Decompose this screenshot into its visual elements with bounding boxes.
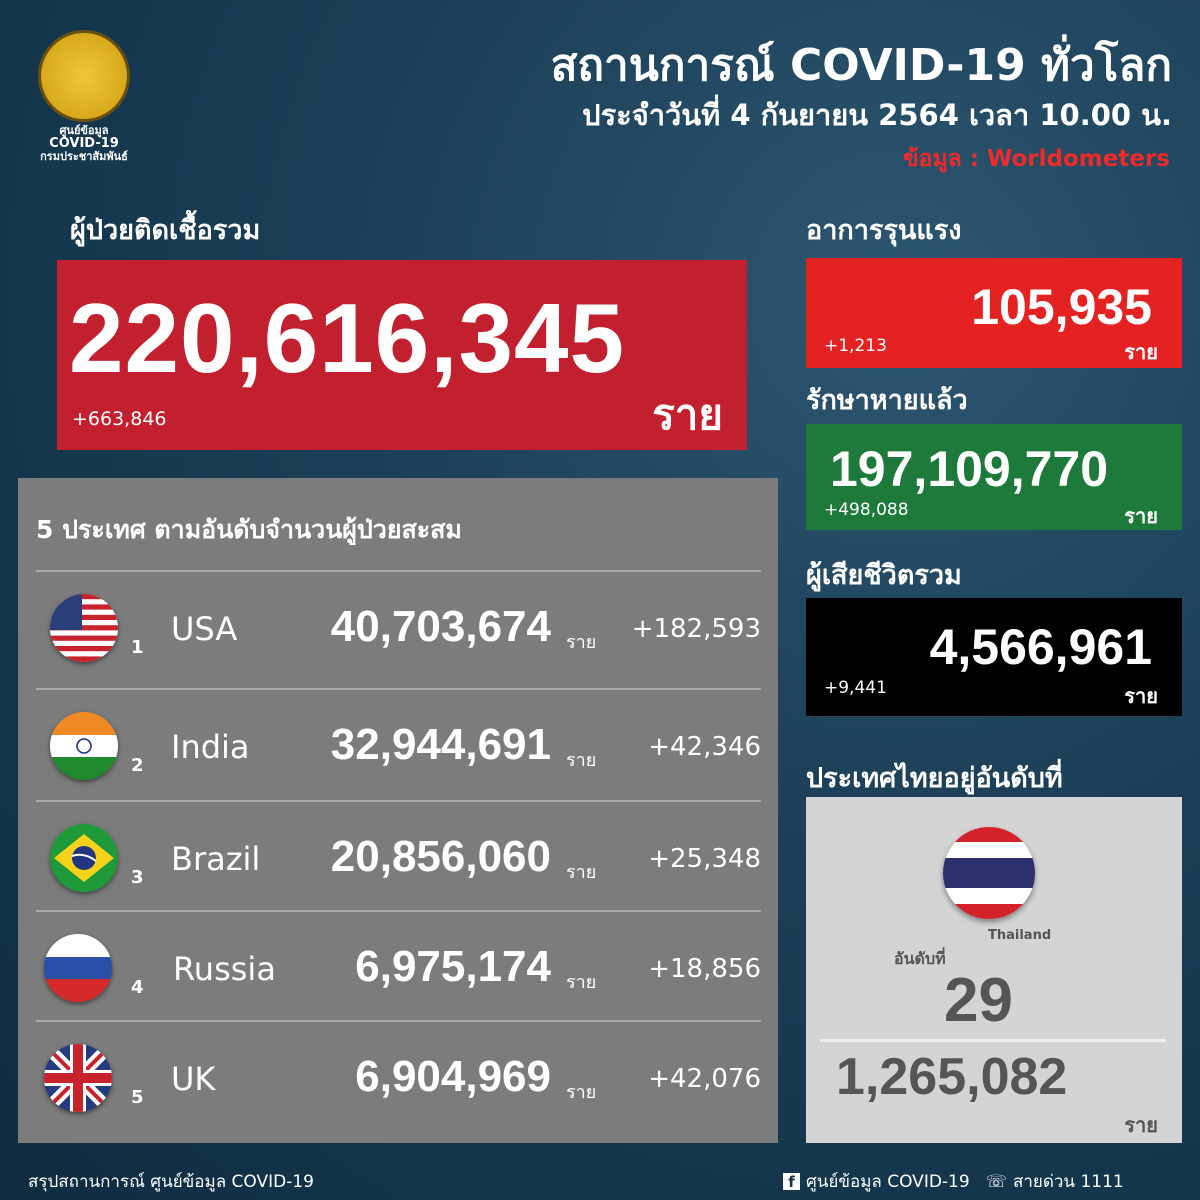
facebook-icon: f xyxy=(783,1173,800,1191)
total-label: ผู้ป่วยติดเชื้อรวม xyxy=(70,215,261,246)
data-source: ข้อมูล : Worldometers xyxy=(902,146,1170,172)
severe-label: อาการรุนแรง xyxy=(806,215,962,246)
logo-line2: COVID-19 xyxy=(49,136,119,151)
footer-contacts: f ศูนย์ข้อมูล COVID-19 ☏ สายด่วน 1111 xyxy=(783,1168,1124,1195)
recovered-unit: ราย xyxy=(1124,504,1158,528)
unit: ราย xyxy=(566,750,597,771)
deaths-label: ผู้เสียชีวิตรวม xyxy=(806,560,962,591)
severe-box: 105,935 +1,213 ราย xyxy=(806,258,1182,368)
thailand-cases: 1,265,082 xyxy=(836,1048,1068,1106)
severe-change: +1,213 xyxy=(824,336,887,356)
thailand-flag-icon xyxy=(943,827,1035,919)
table-row: 3 Brazil 20,856,060 ราย +25,348 xyxy=(36,800,761,912)
country-name: UK xyxy=(171,1060,216,1098)
facebook-page: ศูนย์ข้อมูล COVID-19 xyxy=(806,1172,970,1192)
severe-unit: ราย xyxy=(1124,340,1158,364)
usa-flag-icon xyxy=(50,594,118,662)
logo-line3: กรมประชาสัมพันธ์ xyxy=(40,150,128,163)
rank: 2 xyxy=(131,755,144,776)
total-box: 220,616,345 +663,846 ราย xyxy=(57,260,747,450)
country-cases: 40,703,674 xyxy=(330,602,551,651)
logo-line1: ศูนย์ข้อมูล xyxy=(59,124,109,137)
country-change: +182,593 xyxy=(631,614,761,644)
total-value: 220,616,345 xyxy=(69,283,625,393)
footer-summary: สรุปสถานการณ์ ศูนย์ข้อมูล COVID-19 xyxy=(28,1172,314,1192)
phone-icon: ☏ xyxy=(985,1171,1007,1192)
deaths-box: 4,566,961 +9,441 ราย xyxy=(806,598,1182,716)
top5-title: 5 ประเทศ ตามอันดับจำนวนผู้ป่วยสะสม xyxy=(36,515,462,544)
total-change: +663,846 xyxy=(72,408,167,430)
recovered-label: รักษาหายแล้ว xyxy=(806,385,968,416)
divider xyxy=(820,1039,1166,1042)
total-unit: ราย xyxy=(652,390,723,439)
uk-flag-icon xyxy=(44,1044,112,1112)
hotline: สายด่วน 1111 xyxy=(1012,1172,1124,1192)
country-name: Russia xyxy=(173,950,276,988)
thailand-rank-label: อันดับที่ xyxy=(894,949,946,968)
table-row: 4 Russia 6,975,174 ราย +18,856 xyxy=(36,910,761,1022)
unit: ราย xyxy=(566,632,597,653)
country-cases: 6,904,969 xyxy=(355,1052,551,1101)
thailand-country: Thailand xyxy=(988,928,1052,943)
deaths-change: +9,441 xyxy=(824,678,887,698)
page-title: สถานการณ์ COVID-19 ทั่วโลก xyxy=(550,40,1172,91)
country-cases: 20,856,060 xyxy=(330,832,551,881)
india-flag-icon xyxy=(50,712,118,780)
country-name: Brazil xyxy=(171,840,261,878)
deaths-unit: ราย xyxy=(1124,684,1158,708)
table-row: 2 India 32,944,691 ราย +42,346 xyxy=(36,688,761,800)
rank: 1 xyxy=(131,637,144,658)
unit: ราย xyxy=(566,862,597,883)
country-change: +18,856 xyxy=(648,954,761,984)
country-change: +42,346 xyxy=(648,732,761,762)
country-name: India xyxy=(171,728,250,766)
prd-logo xyxy=(38,30,130,122)
country-cases: 32,944,691 xyxy=(330,720,551,769)
recovered-box: 197,109,770 +498,088 ราย xyxy=(806,424,1182,530)
table-row: 1 USA 40,703,674 ราย +182,593 xyxy=(36,570,761,682)
table-row: 5 UK 6,904,969 ราย +42,076 xyxy=(36,1020,761,1132)
page-subtitle: ประจำวันที่ 4 กันยายน 2564 เวลา 10.00 น. xyxy=(582,98,1172,132)
country-change: +25,348 xyxy=(648,844,761,874)
thailand-label: ประเทศไทยอยู่อันดับที่ xyxy=(806,763,1063,794)
country-name: USA xyxy=(171,610,238,648)
thailand-box: Thailand อันดับที่ 29 1,265,082 ราย xyxy=(806,797,1182,1143)
deaths-value: 4,566,961 xyxy=(929,619,1152,675)
russia-flag-icon xyxy=(44,934,112,1002)
country-change: +42,076 xyxy=(648,1064,761,1094)
unit: ราย xyxy=(566,1082,597,1103)
recovered-change: +498,088 xyxy=(824,500,909,520)
rank: 3 xyxy=(131,867,144,888)
thailand-rank: 29 xyxy=(944,966,1013,1035)
severe-value: 105,935 xyxy=(971,279,1152,335)
logo-text: ศูนย์ข้อมูล COVID-19 กรมประชาสัมพันธ์ xyxy=(20,124,148,163)
top5-panel: 5 ประเทศ ตามอันดับจำนวนผู้ป่วยสะสม 1 USA… xyxy=(18,478,778,1143)
rank: 4 xyxy=(131,977,144,998)
unit: ราย xyxy=(566,972,597,993)
thailand-unit: ราย xyxy=(1124,1113,1158,1137)
rank: 5 xyxy=(131,1087,144,1108)
country-cases: 6,975,174 xyxy=(355,942,551,991)
recovered-value: 197,109,770 xyxy=(830,441,1109,497)
brazil-flag-icon xyxy=(50,824,118,892)
